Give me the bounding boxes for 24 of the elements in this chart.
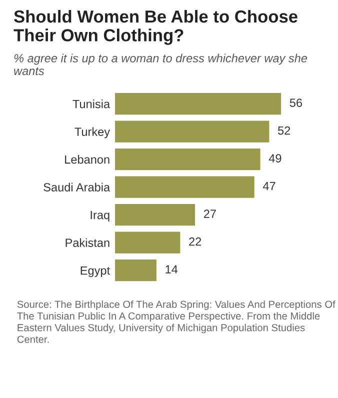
y-tick-label: Egypt <box>80 266 110 278</box>
data-label: 56 <box>290 98 302 107</box>
bar <box>114 148 260 170</box>
data-label: 47 <box>262 182 276 190</box>
bar <box>114 204 196 226</box>
y-tick-label: Tunisia <box>72 100 110 108</box>
data-label: 22 <box>189 237 202 246</box>
data-label: 49 <box>268 154 282 162</box>
data-label: 27 <box>204 210 216 218</box>
chart-title: Should Women Be Able to Choose Their Own Clothing? <box>14 10 298 45</box>
y-tick-label: Pakistan <box>66 238 110 247</box>
bar <box>114 176 254 198</box>
bar <box>114 232 180 254</box>
y-tick-label: Saudi Arabia <box>44 182 110 192</box>
y-tick-label: Turkey <box>74 127 110 138</box>
data-label: 52 <box>278 126 290 135</box>
bar <box>114 92 282 115</box>
source-note: Source: The Birthplace Of The Arab Spring: Values And Perceptions Of The Tunisian Public In A Comparative Perspective. From the Middle Eastern Values Study, University of Michigan Population Studies Center. <box>17 300 336 343</box>
y-tick-label: Iraq <box>90 210 110 222</box>
bar <box>114 120 270 142</box>
y-tick-label: Lebanon <box>65 155 110 164</box>
chart-subtitle: % agree it is up to a woman to dress whichever way she wants <box>14 54 308 76</box>
bar <box>114 259 156 282</box>
data-label: 14 <box>166 265 178 274</box>
